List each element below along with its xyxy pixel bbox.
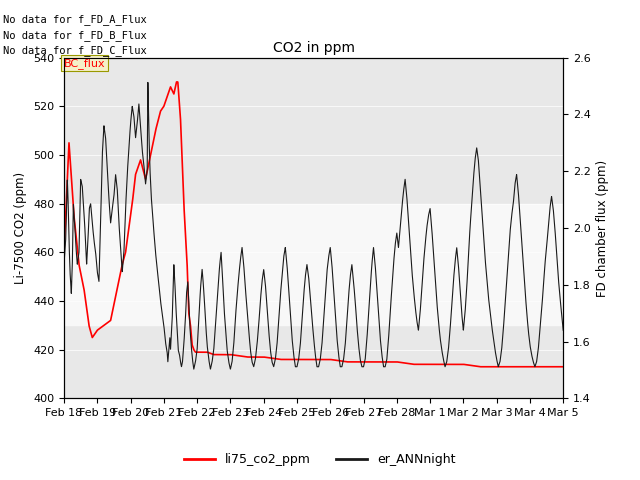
Text: BC_flux: BC_flux [64, 58, 106, 69]
Y-axis label: FD chamber flux (ppm): FD chamber flux (ppm) [596, 159, 609, 297]
Text: No data for f_FD_A_Flux: No data for f_FD_A_Flux [3, 14, 147, 25]
Bar [64, 204, 563, 325]
Y-axis label: Li-7500 CO2 (ppm): Li-7500 CO2 (ppm) [15, 172, 28, 284]
Text: No data for f_FD_B_Flux: No data for f_FD_B_Flux [3, 30, 147, 41]
Legend: li75_co2_ppm, er_ANNnight: li75_co2_ppm, er_ANNnight [179, 448, 461, 471]
Text: No data for f_FD_C_Flux: No data for f_FD_C_Flux [3, 45, 147, 56]
Title: CO2 in ppm: CO2 in ppm [273, 41, 355, 55]
